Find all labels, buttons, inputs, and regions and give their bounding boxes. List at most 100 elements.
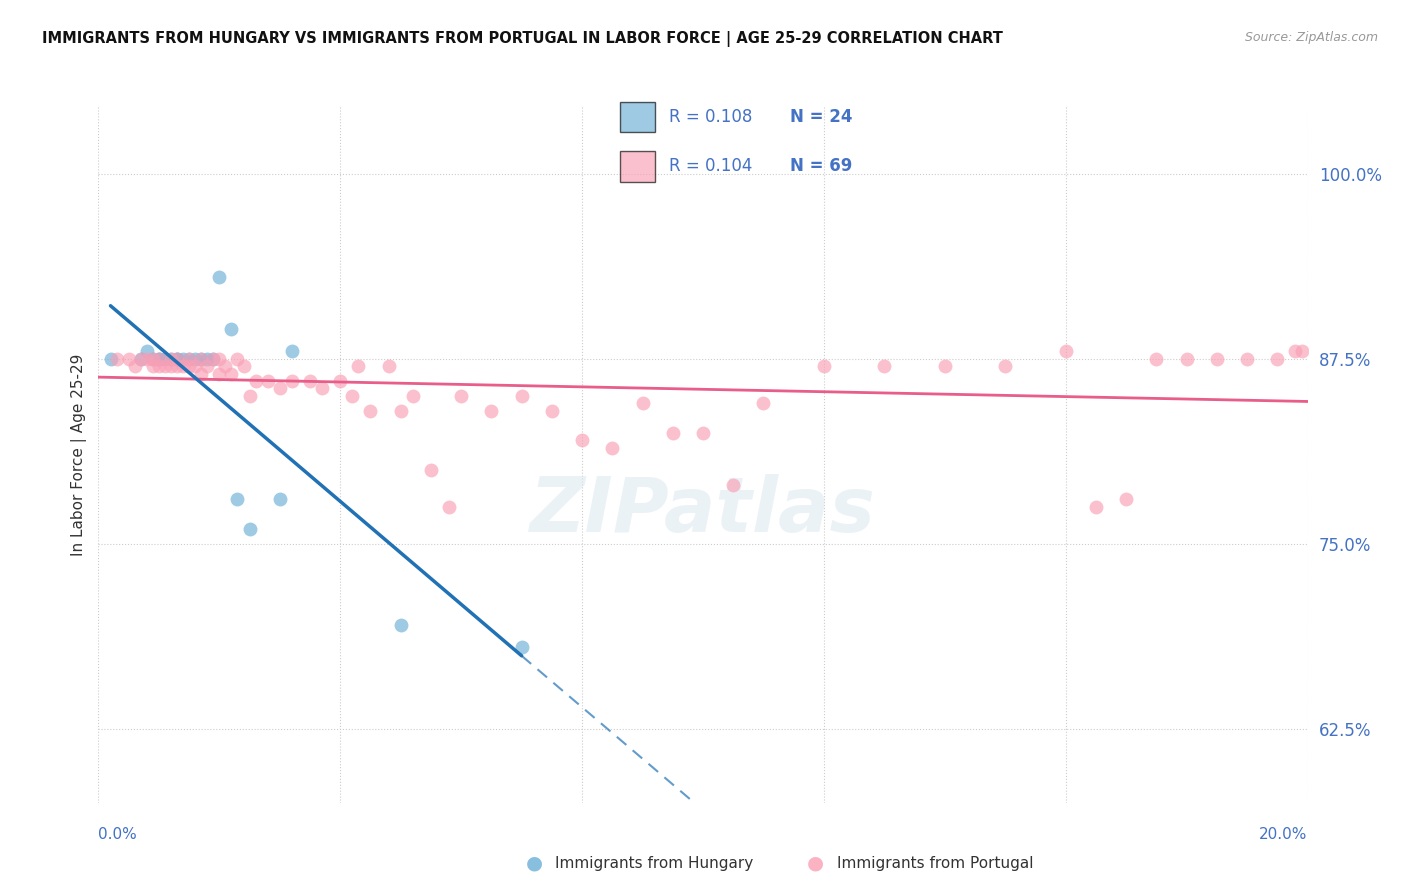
Point (148, 351, 170, 366)
Point (118, 351, 141, 366)
Text: Immigrants from Hungary: Immigrants from Hungary (555, 856, 754, 871)
Point (179, 359, 201, 373)
Point (377, 359, 399, 373)
Point (190, 351, 212, 366)
Point (166, 351, 188, 366)
Point (420, 463, 443, 477)
Point (481, 403, 503, 417)
Point (195, 359, 218, 373)
Point (172, 359, 194, 373)
Point (142, 359, 165, 373)
Point (202, 351, 225, 366)
Text: 20.0%: 20.0% (1260, 827, 1308, 841)
Point (342, 389, 364, 403)
Text: ●: ● (526, 854, 543, 873)
Point (124, 359, 146, 373)
Point (221, 322, 243, 336)
Point (389, 618, 412, 632)
Point (1267, 351, 1289, 366)
Point (153, 359, 176, 373)
Point (1175, 351, 1198, 366)
Point (129, 351, 152, 366)
Point (160, 359, 183, 373)
Point (232, 359, 254, 373)
Point (214, 359, 236, 373)
Point (299, 374, 322, 388)
Point (179, 351, 201, 366)
Point (402, 389, 425, 403)
Point (160, 351, 183, 366)
Text: ●: ● (807, 854, 824, 873)
Point (1284, 344, 1306, 359)
Point (934, 359, 956, 373)
Point (142, 351, 165, 366)
Point (195, 351, 218, 366)
Point (208, 351, 231, 366)
Point (347, 359, 370, 373)
Point (813, 359, 835, 373)
Point (281, 374, 304, 388)
Point (179, 351, 201, 366)
Point (129, 351, 152, 366)
Point (256, 374, 278, 388)
Point (723, 477, 745, 491)
Point (329, 374, 352, 388)
Point (245, 374, 267, 388)
Point (450, 389, 472, 403)
Point (1291, 344, 1313, 359)
Point (148, 359, 170, 373)
Point (692, 425, 714, 440)
Point (226, 492, 249, 507)
Text: 0.0%: 0.0% (98, 827, 138, 841)
Point (208, 367, 231, 381)
Point (269, 381, 291, 395)
Point (602, 441, 624, 455)
Text: R = 0.108: R = 0.108 (669, 108, 752, 126)
FancyBboxPatch shape (620, 102, 655, 132)
Point (1206, 351, 1229, 366)
Point (631, 396, 654, 410)
Point (510, 389, 533, 403)
Point (1115, 492, 1137, 507)
Point (360, 403, 382, 417)
Text: N = 24: N = 24 (790, 108, 852, 126)
Point (135, 344, 157, 359)
Text: IMMIGRANTS FROM HUNGARY VS IMMIGRANTS FROM PORTUGAL IN LABOR FORCE | AGE 25-29 C: IMMIGRANTS FROM HUNGARY VS IMMIGRANTS FR… (42, 31, 1002, 47)
Point (994, 359, 1017, 373)
Point (166, 351, 188, 366)
Point (172, 351, 194, 366)
Point (153, 351, 176, 366)
Point (226, 351, 249, 366)
Text: Immigrants from Portugal: Immigrants from Portugal (837, 856, 1033, 871)
Point (148, 351, 170, 366)
Point (100, 351, 122, 366)
Text: Source: ZipAtlas.com: Source: ZipAtlas.com (1244, 31, 1378, 45)
Point (269, 492, 291, 507)
Point (437, 500, 460, 514)
Point (1054, 344, 1077, 359)
Point (1236, 351, 1258, 366)
Point (281, 344, 304, 359)
Point (184, 359, 207, 373)
Point (873, 359, 896, 373)
Y-axis label: In Labor Force | Age 25-29: In Labor Force | Age 25-29 (72, 354, 87, 556)
Point (142, 351, 165, 366)
Point (571, 433, 593, 447)
Point (166, 359, 188, 373)
Point (1144, 351, 1167, 366)
Point (540, 403, 562, 417)
Point (184, 351, 207, 366)
Text: R = 0.104: R = 0.104 (669, 157, 752, 175)
Point (1085, 500, 1108, 514)
Point (148, 351, 170, 366)
Point (190, 351, 212, 366)
Point (662, 425, 685, 440)
Text: N = 69: N = 69 (790, 157, 852, 175)
Point (221, 367, 243, 381)
FancyBboxPatch shape (620, 151, 655, 181)
Point (239, 522, 262, 536)
Point (166, 351, 188, 366)
Point (311, 381, 333, 395)
Point (190, 367, 212, 381)
Point (752, 396, 775, 410)
